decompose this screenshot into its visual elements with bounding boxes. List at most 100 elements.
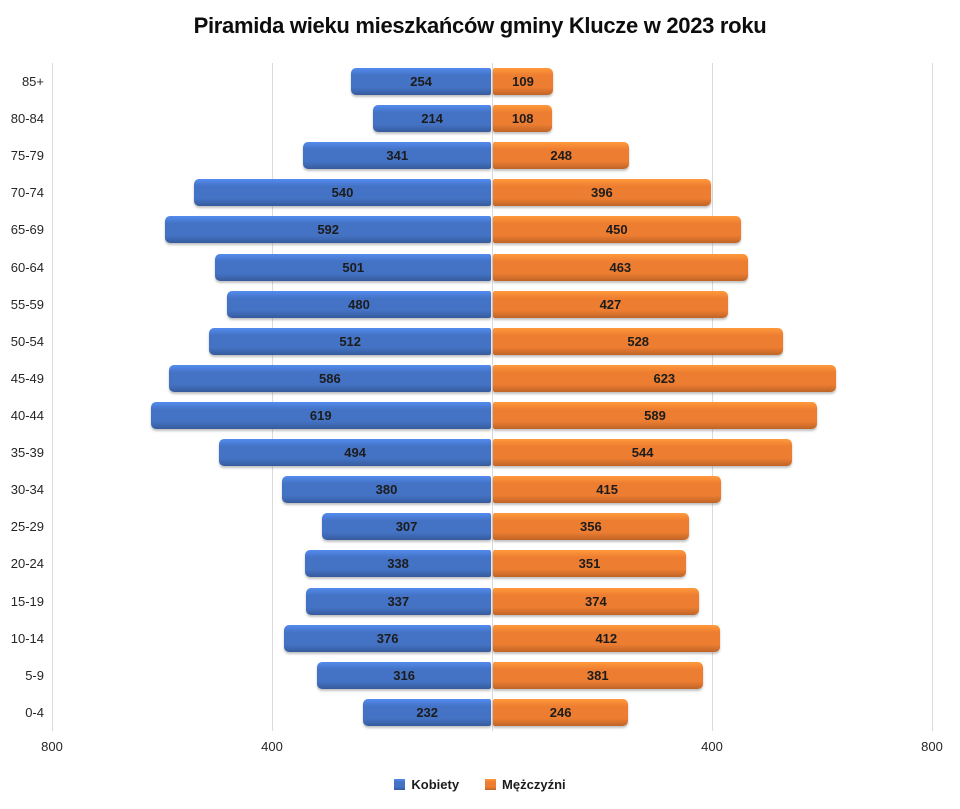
bar-mezczyzni: 412 [493,624,720,652]
bar-mezczyzni: 415 [493,476,722,504]
bar-value-label: 341 [386,148,409,164]
bar-value-label: 501 [342,259,365,275]
bar-value-label: 356 [580,519,602,535]
age-group-label: 85+ [21,74,44,90]
chart-title: Piramida wieku mieszkańców gminy Klucze … [193,13,767,38]
bar-mezczyzni: 248 [493,142,630,170]
pyramid-row: 376 412 [52,620,932,657]
bar-value-label: 351 [578,556,601,572]
bar-mezczyzni: 246 [493,698,629,726]
bar-value-label: 254 [410,74,432,90]
bar-value-label: 108 [511,111,534,127]
bar-value-label: 338 [387,556,409,572]
legend-item-mezczyzni: Mężczyźni [485,777,566,792]
bar-kobiety: 307 [322,513,491,541]
bar-value-label: 396 [591,185,613,201]
pyramid-row: 586 623 [52,360,932,397]
pyramid-row: 254 109 [52,63,932,100]
pyramid-row: 307 356 [52,508,932,545]
bar-kobiety: 337 [305,587,491,615]
bar-value-label: 381 [586,667,609,683]
bar-kobiety: 494 [219,439,491,467]
legend-label-kobiety: Kobiety [411,777,460,792]
age-group-label: 0-4 [25,704,44,720]
pyramid-row: 592 450 [52,211,932,248]
bar-mezczyzni: 450 [493,216,741,244]
kobiety-swatch-icon [394,779,406,790]
bar-value-label: 623 [653,370,676,386]
legend-item-kobiety: Kobiety [394,777,459,792]
pyramid-row: 512 528 [52,323,932,360]
bar-value-label: 316 [393,667,415,683]
y-axis-labels: 85+ 80-84 75-79 70-74 65-69 60-64 55-59 50-54 45… [0,63,44,731]
bar-value-label: 246 [549,704,572,720]
age-group-label: 75-79 [10,148,44,164]
age-group-label: 10-14 [10,630,44,646]
pyramid-row: 480 427 [52,286,932,323]
bar-mezczyzni: 589 [493,402,817,430]
pyramid-row: 232 246 [52,694,932,731]
bar-value-label: 415 [596,482,618,498]
gridline [712,63,713,731]
bar-value-label: 586 [318,370,341,386]
bar-mezczyzni: 356 [493,513,689,541]
legend-label-mezczyzni: Mężczyźni [502,777,566,792]
bar-value-label: 376 [376,630,399,646]
bar-mezczyzni: 109 [493,68,553,96]
bar-kobiety: 501 [215,253,491,281]
pyramid-row: 341 248 [52,137,932,174]
x-axis-tick-label: 800 [921,739,943,754]
bar-value-label: 248 [550,148,573,164]
bar-value-label: 427 [599,296,622,312]
mezczyzni-swatch-icon [485,779,497,790]
bar-kobiety: 480 [227,290,491,318]
bar-mezczyzni: 623 [493,364,836,392]
bar-value-label: 374 [584,593,607,609]
age-group-label: 65-69 [10,222,44,238]
bar-value-label: 528 [627,333,650,349]
bar-kobiety: 341 [303,142,491,170]
bar-mezczyzni: 351 [493,550,687,578]
bar-mezczyzni: 108 [493,105,553,133]
bar-value-label: 380 [375,482,398,498]
bar-kobiety: 232 [363,698,491,726]
bar-value-label: 480 [348,296,370,312]
bar-kobiety: 619 [150,402,491,430]
bar-value-label: 540 [331,185,354,201]
age-group-label: 70-74 [10,185,44,201]
age-group-label: 60-64 [10,259,44,275]
bar-mezczyzni: 427 [493,290,728,318]
age-group-label: 5-9 [25,667,44,683]
age-group-label: 40-44 [10,408,44,424]
bar-kobiety: 592 [165,216,491,244]
bar-value-label: 412 [595,630,618,646]
pyramid-row: 338 351 [52,545,932,582]
x-axis-labels: 800 400 400 800 [41,739,943,757]
gridline [52,63,53,731]
bar-value-label: 450 [605,222,628,238]
pyramid-row: 337 374 [52,583,932,620]
x-axis-tick-label: 400 [261,739,283,754]
age-group-label: 30-34 [10,482,44,498]
bar-value-label: 512 [339,333,362,349]
bar-kobiety: 338 [305,550,491,578]
x-axis-tick-label: 400 [701,739,723,754]
bar-mezczyzni: 544 [493,439,793,467]
age-group-label: 20-24 [10,556,44,572]
bar-value-label: 619 [309,408,332,424]
bar-value-label: 592 [317,222,340,238]
gridline [932,63,933,731]
age-group-label: 45-49 [10,370,44,386]
age-group-label: 35-39 [10,445,44,461]
age-group-label: 80-84 [10,111,44,127]
pyramid-row: 214 108 [52,100,932,137]
bar-kobiety: 380 [282,476,491,504]
bar-mezczyzni: 463 [493,253,748,281]
plot-area: 254 109 214 108 341 248 540 396 592 450 501 463 480 4… [52,63,933,731]
age-group-label: 50-54 [10,333,44,349]
bar-value-label: 589 [644,408,666,424]
bar-value-label: 109 [512,74,534,90]
age-group-label: 15-19 [10,593,44,609]
bar-mezczyzni: 528 [493,327,784,355]
